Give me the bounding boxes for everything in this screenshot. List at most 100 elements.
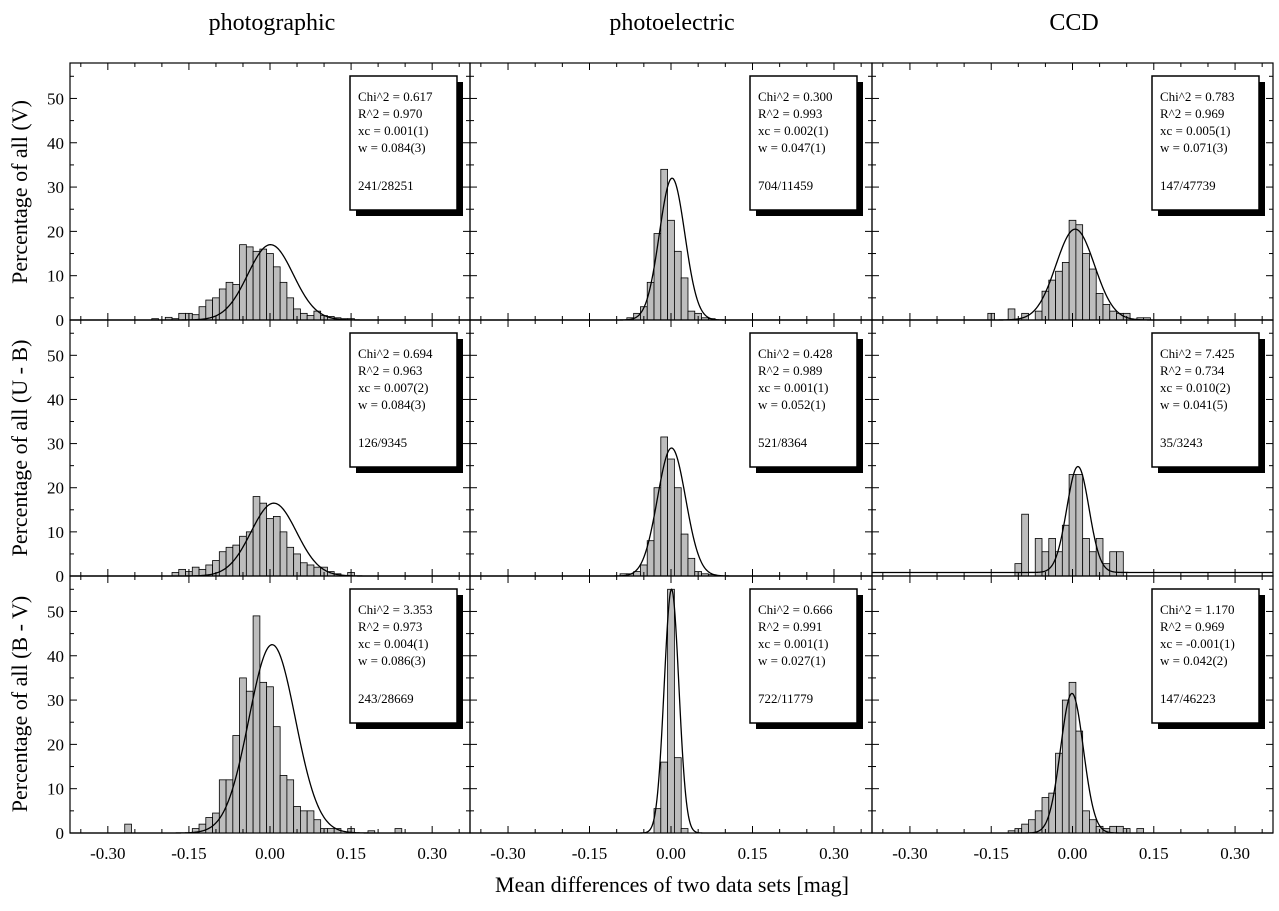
histogram-bar xyxy=(1089,819,1097,834)
y-tick-label: 40 xyxy=(47,390,64,409)
stats-box xyxy=(349,332,458,468)
histogram-bar xyxy=(205,817,213,834)
histogram-bar xyxy=(1021,513,1029,577)
histogram-bar xyxy=(327,828,335,834)
histogram-bar xyxy=(259,248,268,321)
histogram-bar xyxy=(245,246,254,321)
stat-chi2: Chi^2 = 1.170 xyxy=(1160,602,1234,617)
histogram-bar xyxy=(178,568,186,577)
stat-xc: xc = 0.010(2) xyxy=(1160,380,1231,395)
histogram-bar xyxy=(646,540,655,577)
histogram-bar xyxy=(680,277,689,321)
histogram-bar xyxy=(218,288,227,321)
stat-counts: 35/3243 xyxy=(1160,435,1203,450)
x-tick-label: 0.30 xyxy=(819,844,849,863)
histogram-bar xyxy=(1075,224,1084,321)
histogram-bar xyxy=(680,828,689,834)
stat-counts: 521/8364 xyxy=(758,435,808,450)
stat-chi2: Chi^2 = 0.428 xyxy=(758,346,832,361)
stat-xc: xc = 0.001(1) xyxy=(358,123,429,138)
histogram-bar xyxy=(306,315,315,321)
histogram-bar xyxy=(687,310,696,321)
histogram-bar xyxy=(198,306,207,321)
histogram-bar xyxy=(306,564,315,577)
stat-r2: R^2 = 0.734 xyxy=(1160,363,1225,378)
histogram-bar xyxy=(1116,825,1124,834)
stat-counts: 722/11779 xyxy=(758,691,813,706)
histogram-bar xyxy=(1136,828,1145,834)
panel-r2-c2: -0.30 -0.15 0.00 0.15 0.30 Chi^2 = 1.170 R^2 =… xyxy=(871,575,1274,863)
y-tick-label: 20 xyxy=(47,222,64,241)
histogram-bar xyxy=(191,566,200,577)
stat-counts: 243/28669 xyxy=(358,691,414,706)
histogram-bar xyxy=(286,297,295,321)
stat-w: w = 0.084(3) xyxy=(358,140,426,155)
histogram-bar xyxy=(313,566,322,577)
y-tick-label: 40 xyxy=(47,134,64,153)
histogram-bar xyxy=(272,726,281,834)
histogram-bar xyxy=(279,531,288,577)
histogram-bar xyxy=(1089,268,1097,321)
histogram-bar xyxy=(266,253,274,321)
x-tick-label: 0.15 xyxy=(336,844,366,863)
y-tick-label: 10 xyxy=(47,780,64,799)
histogram-bar xyxy=(272,516,281,577)
stat-w: w = 0.071(3) xyxy=(1160,140,1228,155)
stat-chi2: Chi^2 = 0.666 xyxy=(758,602,833,617)
histogram-bar xyxy=(300,312,308,321)
stat-counts: 704/11459 xyxy=(758,178,813,193)
stat-chi2: Chi^2 = 0.783 xyxy=(1160,89,1234,104)
y-tick-label: 50 xyxy=(47,602,64,621)
histogram-bar xyxy=(239,244,247,321)
y-tick-label: 0 xyxy=(56,824,65,843)
panel-r0-c2: Chi^2 = 0.783 R^2 = 0.969 xc = 0.005(1) w =… xyxy=(871,62,1274,321)
histogram-bar xyxy=(124,823,132,834)
x-tick-label: 0.00 xyxy=(255,844,285,863)
y-tick-label: 10 xyxy=(47,523,64,542)
panel-r1-c2: Chi^2 = 7.425 R^2 = 0.734 xc = 0.010(2) w =… xyxy=(871,319,1274,577)
histogram-bar xyxy=(680,533,689,577)
stats-box xyxy=(349,588,458,724)
stats-box xyxy=(749,588,858,724)
row-ylabel-b-v: Percentage of all (B - V) xyxy=(7,596,32,812)
panel-r0-c0: 0 10 20 30 40 50 Chi^2 = 0.617 R^2 = 0.970 xc = … xyxy=(47,62,471,330)
stat-xc: xc = 0.001(1) xyxy=(758,636,829,651)
histogram-bar xyxy=(667,458,675,577)
histogram-bar xyxy=(687,557,696,577)
histogram-bar xyxy=(1109,310,1117,321)
x-tick-label: -0.15 xyxy=(973,844,1008,863)
stat-r2: R^2 = 0.973 xyxy=(358,619,422,634)
histogram-bar xyxy=(218,551,227,577)
histogram-bar xyxy=(279,281,288,321)
stats-box xyxy=(749,75,858,211)
x-tick-label: 0.00 xyxy=(1058,844,1088,863)
y-tick-label: 50 xyxy=(47,346,64,365)
x-tick-label: -0.30 xyxy=(90,844,125,863)
histogram-bar xyxy=(225,281,234,321)
histogram-bar xyxy=(279,775,288,834)
y-tick-label: 30 xyxy=(47,691,64,710)
histogram-bar xyxy=(272,266,281,321)
histogram-bar xyxy=(1055,752,1063,834)
histogram-bar xyxy=(660,761,668,834)
histogram-bar xyxy=(1048,538,1056,577)
histogram-bar xyxy=(1041,290,1050,321)
histogram-bar xyxy=(300,562,308,577)
panel-r2-c1: -0.30 -0.15 0.00 0.15 0.30 Chi^2 = 0.666 R^2 =… xyxy=(469,575,873,863)
stats-box xyxy=(349,75,458,211)
x-tick-label: -0.15 xyxy=(171,844,206,863)
x-tick-label: -0.15 xyxy=(572,844,607,863)
histogram-bar xyxy=(1028,819,1036,834)
histogram-bar xyxy=(232,284,240,321)
histogram-bar xyxy=(1061,699,1070,834)
stat-r2: R^2 = 0.969 xyxy=(1160,106,1224,121)
histogram-bar xyxy=(1048,279,1056,321)
stat-w: w = 0.084(3) xyxy=(358,397,426,412)
stat-r2: R^2 = 0.991 xyxy=(758,619,822,634)
stat-xc: xc = 0.007(2) xyxy=(358,380,429,395)
histogram-bar xyxy=(252,615,261,834)
histogram-bar xyxy=(674,250,682,321)
stat-xc: xc = 0.001(1) xyxy=(758,380,829,395)
histogram-bar xyxy=(1034,538,1043,577)
